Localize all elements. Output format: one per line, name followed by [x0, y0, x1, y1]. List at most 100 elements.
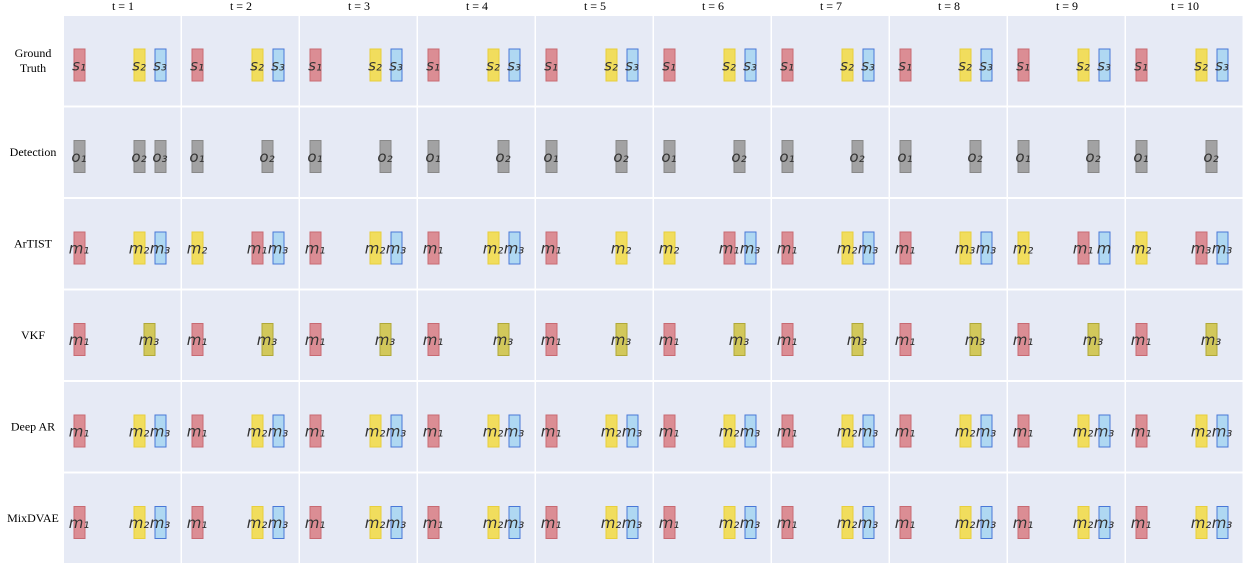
box-label: m₂ — [1191, 514, 1212, 532]
box-label: m₂ — [365, 514, 386, 532]
box — [427, 414, 440, 448]
box-label: s₂ — [840, 57, 854, 75]
box — [73, 323, 86, 356]
box-label: m₂ — [955, 514, 976, 532]
box — [545, 140, 558, 173]
box-label: m₁ — [187, 514, 208, 532]
box — [959, 506, 972, 539]
box — [841, 231, 854, 265]
box-label: m₃ — [150, 423, 171, 441]
box — [191, 414, 204, 448]
box-label: s₁ — [662, 57, 676, 75]
row-label: Deep AR — [11, 420, 55, 434]
box-label: m₃ — [504, 514, 525, 532]
box-label: m₂ — [247, 514, 268, 532]
box — [508, 506, 521, 539]
box — [605, 414, 618, 448]
box-label: m — [1097, 240, 1112, 258]
box-label: o₁ — [779, 148, 794, 166]
box-label: m₃ — [1191, 240, 1212, 258]
box — [615, 323, 628, 356]
box — [733, 140, 746, 173]
box-label: m₃ — [504, 423, 525, 441]
box — [133, 506, 146, 539]
box — [1087, 140, 1100, 173]
box — [1216, 48, 1229, 82]
box-label: s₂ — [1194, 57, 1208, 75]
box — [133, 231, 146, 265]
box — [1098, 506, 1111, 539]
box-label: m₁ — [1013, 514, 1034, 532]
box — [1216, 506, 1229, 539]
box — [959, 48, 972, 82]
box-label: o₂ — [259, 148, 274, 166]
box — [1135, 48, 1148, 82]
box-label: m₁ — [305, 240, 326, 258]
box — [663, 140, 676, 173]
box-label: m₁ — [895, 423, 916, 441]
box-label: m₃ — [847, 331, 868, 349]
box-label: m₂ — [1191, 423, 1212, 441]
box-label: m₁ — [69, 423, 90, 441]
box-label: s₂ — [250, 57, 264, 75]
box-label: m₂ — [129, 423, 150, 441]
box-label: m₃ — [493, 331, 514, 349]
box — [309, 48, 322, 82]
box-label: m₃ — [976, 240, 997, 258]
box-label: m₃ — [955, 240, 976, 258]
box-label: o₂ — [1203, 148, 1218, 166]
box — [73, 506, 86, 539]
box-label: o₂ — [495, 148, 510, 166]
box — [781, 414, 794, 448]
box-label: m₃ — [1212, 423, 1233, 441]
column-header: t = 1 — [112, 0, 134, 13]
box — [1135, 323, 1148, 356]
box-label: m₂ — [601, 514, 622, 532]
box-label: m₃ — [740, 514, 761, 532]
box-label: m₁ — [247, 240, 268, 258]
box — [744, 231, 757, 265]
box-label: s₃ — [1097, 57, 1111, 75]
column-header: t = 9 — [1056, 0, 1078, 13]
row-label: Detection — [10, 145, 57, 159]
box — [1135, 506, 1148, 539]
box-label: s₃ — [507, 57, 521, 75]
box-label: m₁ — [659, 423, 680, 441]
box-label: o₁ — [543, 148, 558, 166]
box-label: m₁ — [777, 514, 798, 532]
box-label: m₃ — [150, 514, 171, 532]
box — [272, 48, 285, 82]
box — [723, 506, 736, 539]
box-label: m₃ — [1094, 423, 1115, 441]
box-label: m₃ — [1083, 331, 1104, 349]
box-label: o₁ — [189, 148, 204, 166]
box-label: s₂ — [132, 57, 146, 75]
box — [143, 323, 156, 356]
box-label: m₂ — [1013, 240, 1034, 258]
box — [497, 323, 510, 356]
box-label: m₂ — [483, 514, 504, 532]
box-label: m₂ — [247, 423, 268, 441]
box-label: s₃ — [1215, 57, 1229, 75]
box-label: s₂ — [1076, 57, 1090, 75]
column-header: t = 4 — [466, 0, 488, 13]
box — [1017, 506, 1030, 539]
box — [309, 231, 322, 265]
box-label: s₃ — [979, 57, 993, 75]
box — [545, 323, 558, 356]
box — [272, 231, 285, 265]
box — [781, 48, 794, 82]
box-label: m₂ — [129, 240, 150, 258]
box-label: s₂ — [722, 57, 736, 75]
box-label: m₂ — [719, 423, 740, 441]
box — [1205, 323, 1218, 356]
box — [251, 231, 264, 265]
box-label: m₁ — [69, 240, 90, 258]
box-label: m₃ — [268, 423, 289, 441]
box — [133, 414, 146, 448]
box-label: m₂ — [955, 423, 976, 441]
box — [969, 140, 982, 173]
box-label: o₁ — [897, 148, 912, 166]
box — [545, 414, 558, 448]
box-label: m₃ — [386, 240, 407, 258]
